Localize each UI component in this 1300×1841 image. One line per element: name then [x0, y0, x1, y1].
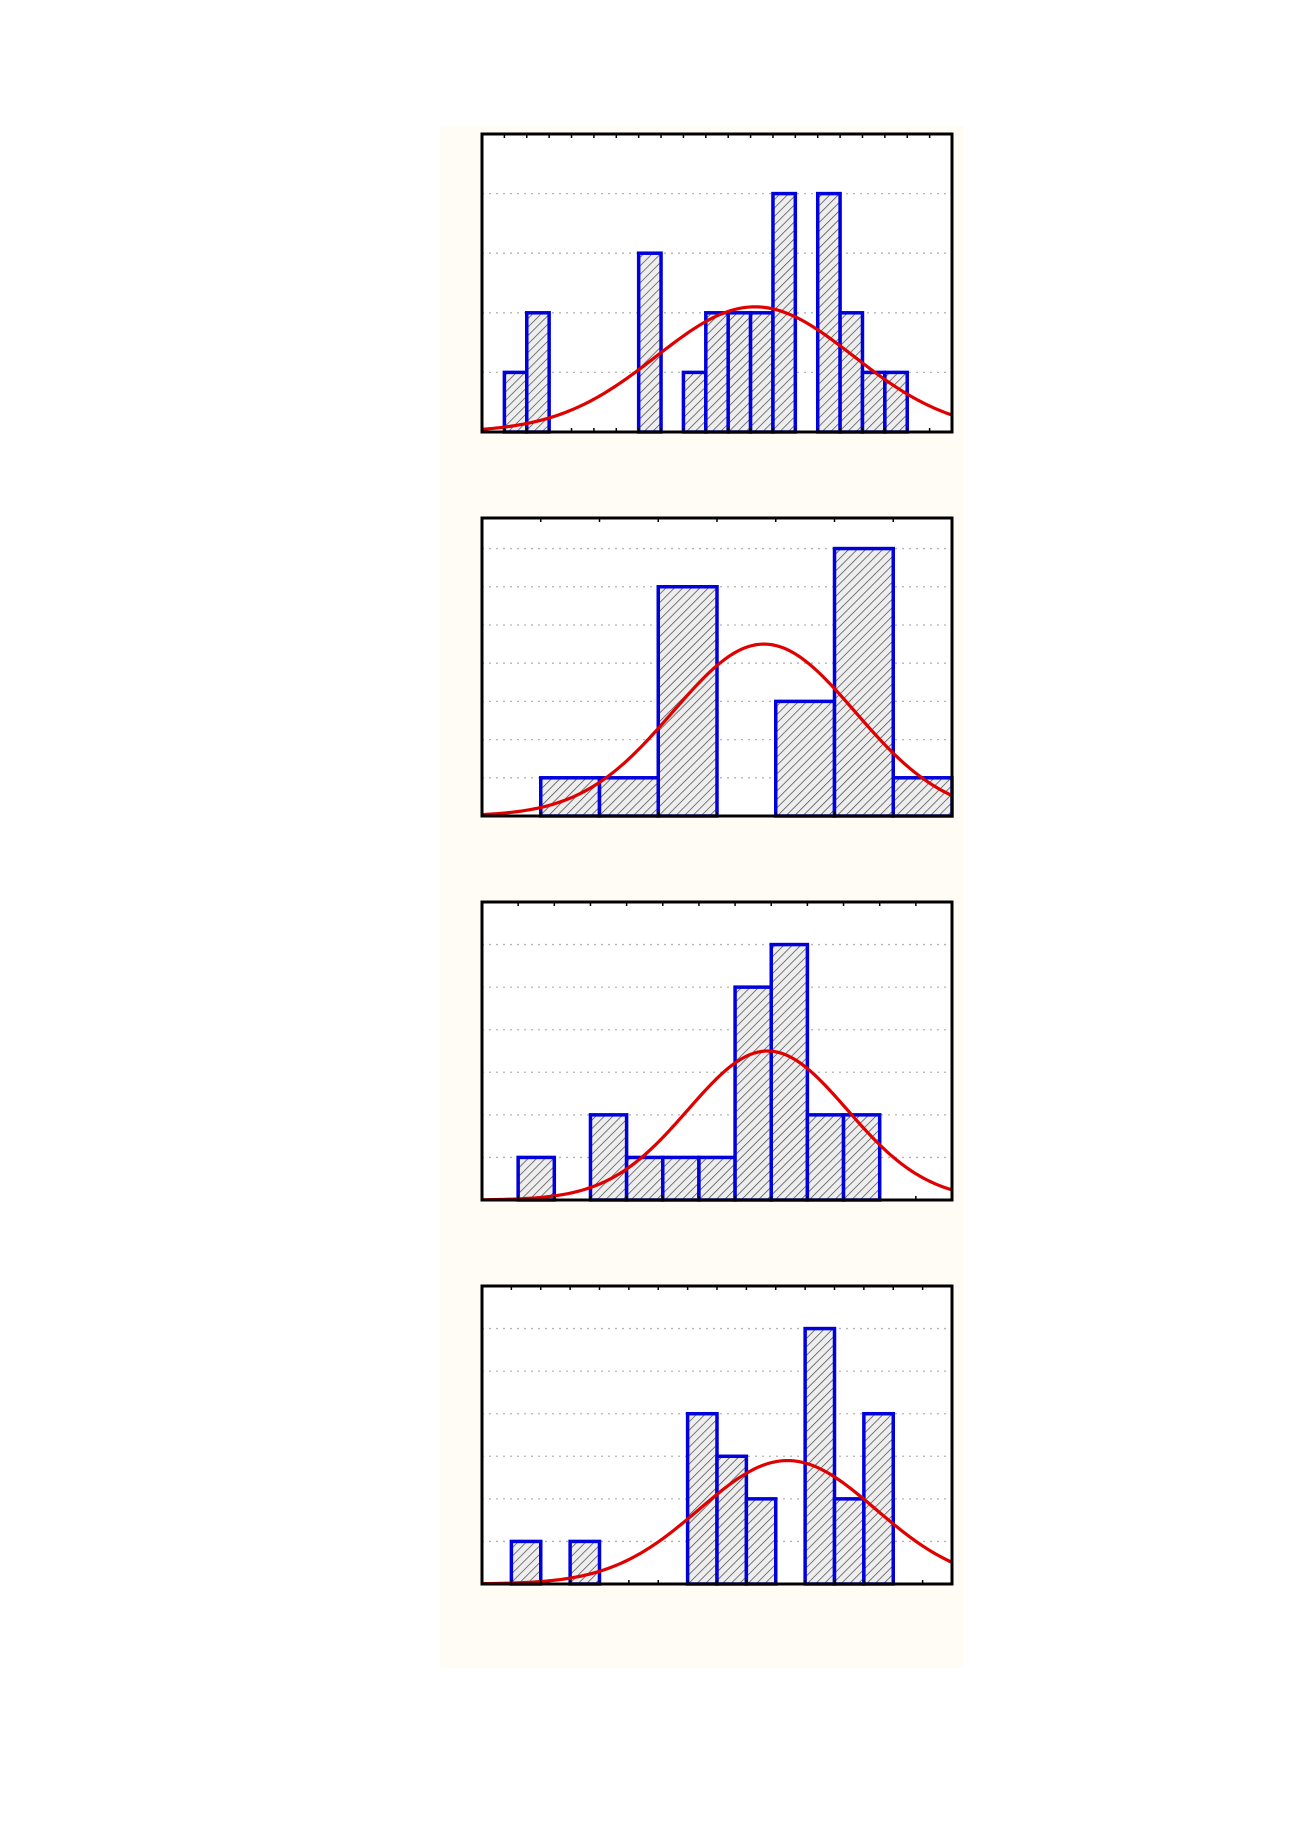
normal-fit-curve	[481, 642, 953, 817]
histogram-bar	[891, 776, 954, 818]
histogram-bar	[525, 311, 551, 434]
plot-frame	[480, 132, 954, 434]
histogram-1	[480, 132, 954, 434]
histogram-bar	[832, 546, 895, 818]
histogram-bar	[726, 311, 753, 434]
histogram-bar	[509, 1539, 543, 1586]
histogram-bar	[656, 585, 719, 818]
histogram-figure	[440, 126, 964, 1668]
histogram-bar	[588, 1113, 629, 1202]
histogram-2	[480, 516, 954, 818]
histogram-bar	[748, 311, 775, 434]
plot-area	[482, 902, 952, 1200]
histogram-bar	[838, 311, 865, 434]
plot-frame	[480, 1284, 954, 1586]
histogram-bar	[805, 1113, 846, 1202]
histogram-4	[480, 1284, 954, 1586]
histogram-bar	[597, 776, 660, 818]
histogram-bar	[681, 370, 708, 434]
histogram-bar	[815, 191, 842, 434]
normal-fit-curve	[481, 1458, 953, 1586]
histogram-bar	[744, 1497, 778, 1586]
histogram-3	[480, 900, 954, 1202]
histogram-bar	[733, 985, 773, 1202]
histogram-bar	[862, 1411, 895, 1586]
plot-frame	[480, 516, 954, 818]
plot-frame	[480, 900, 954, 1202]
normal-fit-curve	[481, 305, 953, 431]
histogram-bar	[704, 311, 730, 434]
histogram-bar	[860, 370, 887, 434]
chart-panel	[440, 126, 964, 1668]
histogram-bar	[832, 1497, 866, 1586]
normal-fit-curve	[481, 1049, 953, 1202]
histogram-bar	[697, 1155, 737, 1202]
histogram-bar	[803, 1326, 837, 1586]
histogram-bar	[769, 942, 810, 1202]
histogram-bar	[516, 1155, 557, 1202]
histogram-bar	[636, 251, 663, 434]
histogram-bar	[774, 699, 837, 818]
histogram-bar	[661, 1155, 701, 1202]
